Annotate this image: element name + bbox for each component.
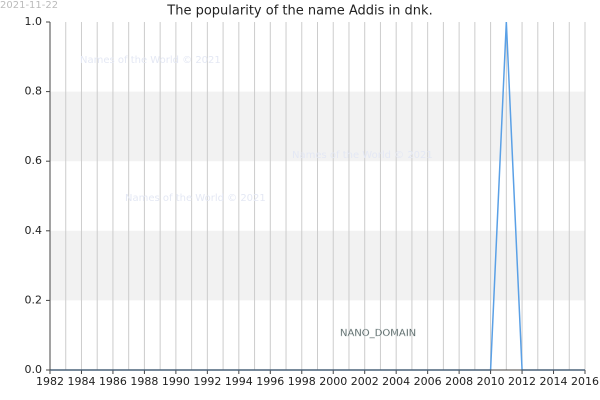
y-tick-label: 0.6 (25, 154, 43, 167)
x-tick-label: 1986 (99, 375, 127, 388)
x-tick-label: 1990 (162, 375, 190, 388)
watermark: Names of the World © 2021 (292, 150, 433, 161)
y-tick-label: 0.2 (25, 293, 43, 306)
x-tick-label: 2016 (571, 375, 599, 388)
x-tick-label: 2014 (540, 375, 568, 388)
date-stamp: 2021-11-22 (0, 0, 58, 11)
domain-label: NANO_DOMAIN (340, 328, 416, 339)
x-tick-label: 2010 (477, 375, 505, 388)
x-tick-label: 2004 (382, 375, 410, 388)
x-tick-label: 1992 (193, 375, 221, 388)
chart-title: The popularity of the name Addis in dnk. (166, 4, 432, 19)
y-tick-label: 1.0 (25, 15, 43, 28)
y-tick-label: 0.4 (25, 224, 43, 237)
x-tick-label: 1982 (36, 375, 64, 388)
x-tick-label: 1994 (225, 375, 253, 388)
x-tick-label: 1998 (288, 375, 316, 388)
x-tick-label: 2012 (508, 375, 536, 388)
x-tick-label: 2000 (319, 375, 347, 388)
y-tick-label: 0.0 (25, 363, 43, 376)
x-tick-label: 2002 (351, 375, 379, 388)
watermark: Names of the World © 2021 (80, 55, 221, 66)
y-tick-label: 0.8 (25, 85, 43, 98)
x-tick-label: 1984 (67, 375, 95, 388)
x-tick-label: 1996 (256, 375, 284, 388)
x-tick-label: 2008 (445, 375, 473, 388)
watermark: Names of the World © 2021 (125, 193, 266, 204)
x-tick-label: 2006 (414, 375, 442, 388)
x-tick-label: 1988 (130, 375, 158, 388)
